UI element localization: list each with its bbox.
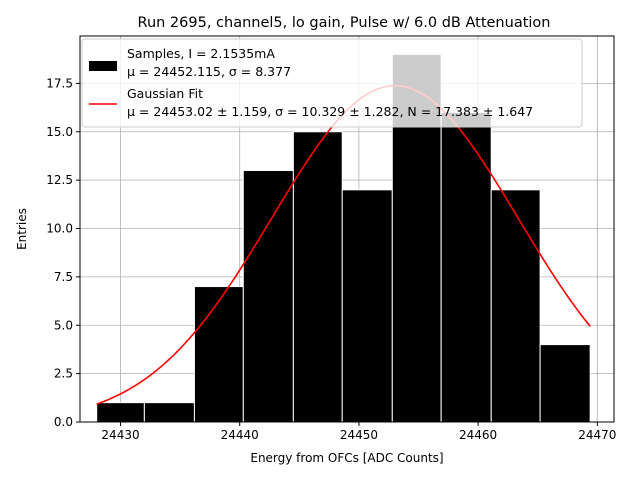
y-tick-label: 2.5 bbox=[54, 367, 73, 381]
legend-samples-swatch bbox=[89, 61, 117, 71]
histogram-bar bbox=[539, 344, 591, 423]
x-axis-label: Energy from OFCs [ADC Counts] bbox=[250, 451, 443, 465]
histogram-bars bbox=[96, 53, 591, 423]
x-tick-label: 24430 bbox=[101, 428, 139, 442]
histogram-bar bbox=[292, 131, 343, 423]
x-tick-label: 24470 bbox=[578, 428, 616, 442]
histogram-bar bbox=[341, 189, 393, 423]
chart-title: Run 2695, channel5, lo gain, Pulse w/ 6.… bbox=[138, 15, 551, 31]
x-tick-label: 24440 bbox=[221, 428, 259, 442]
y-axis-ticks: 0.0 2.5 5.0 7.5 10.0 12.5 15.0 17.5 bbox=[46, 76, 80, 429]
x-axis-ticks: 24430 24440 24450 24460 24470 bbox=[101, 422, 616, 442]
legend-samples-stats: μ = 24452.115, σ = 8.377 bbox=[127, 64, 291, 79]
histogram-bar bbox=[490, 189, 541, 423]
legend-box bbox=[81, 38, 583, 128]
histogram-bar bbox=[143, 402, 195, 423]
y-tick-label: 15.0 bbox=[46, 125, 73, 139]
histogram-bar bbox=[193, 286, 244, 423]
legend: Samples, I = 2.1535mA μ = 24452.115, σ =… bbox=[81, 38, 583, 128]
legend-fit-label: Gaussian Fit bbox=[127, 86, 203, 101]
x-tick-label: 24460 bbox=[459, 428, 497, 442]
y-tick-label: 10.0 bbox=[46, 222, 73, 236]
x-tick-label: 24450 bbox=[340, 428, 378, 442]
y-axis-label: Entries bbox=[15, 208, 29, 250]
histogram-bar bbox=[96, 402, 145, 423]
y-tick-label: 12.5 bbox=[46, 173, 73, 187]
legend-samples-label: Samples, I = 2.1535mA bbox=[127, 46, 275, 61]
y-tick-label: 5.0 bbox=[54, 318, 73, 332]
y-tick-label: 17.5 bbox=[46, 76, 73, 90]
y-tick-label: 7.5 bbox=[54, 270, 73, 284]
legend-fit-params: μ = 24453.02 ± 1.159, σ = 10.329 ± 1.282… bbox=[127, 104, 533, 119]
histogram-bar bbox=[242, 169, 294, 423]
y-tick-label: 0.0 bbox=[54, 415, 73, 429]
histogram-bar bbox=[440, 111, 492, 423]
